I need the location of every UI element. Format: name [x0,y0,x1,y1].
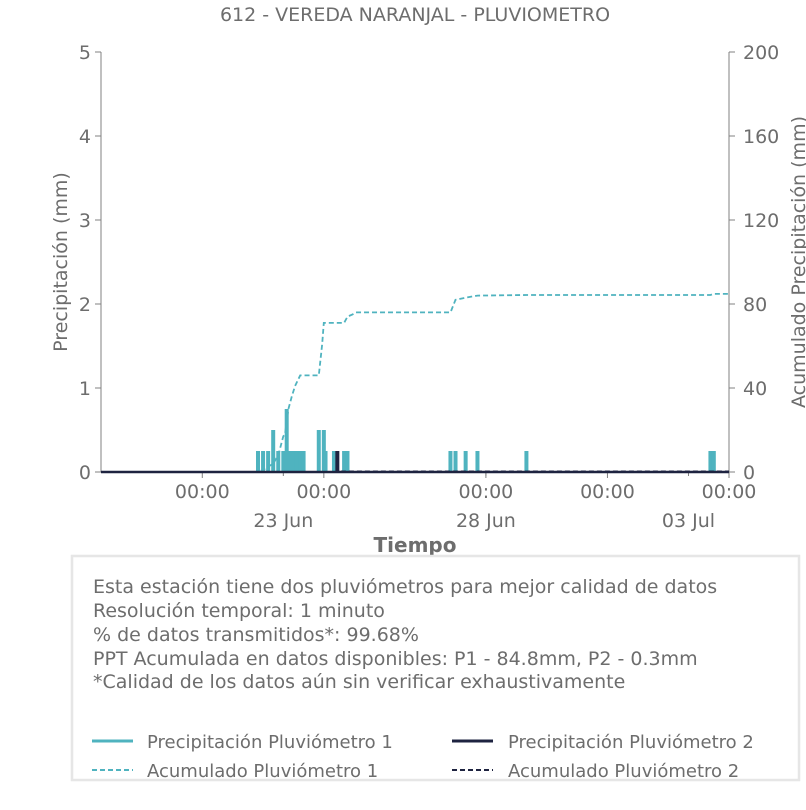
precip-bar [331,451,336,472]
cumulative-line [101,292,729,473]
x-tick-label: 00:00 [296,481,351,503]
precip-bar [301,451,306,472]
precip-bar [298,451,303,472]
info-legend-box [70,554,801,782]
precip-bar [281,451,286,472]
legend-label: Precipitación Pluviómetro 1 [147,732,393,753]
precip-bar [524,451,529,472]
y-tick-label: 5 [79,42,91,64]
x-tick-label: 00:00 [702,481,757,503]
precip-bar [266,451,271,472]
plot-area: 0 1 2 3 4 5 0 40 80 120 160 200 00:00 00:00 00:00 00:00… [79,42,779,532]
right-axis-label: Acumulado Precipitación (mm) [788,116,806,408]
left-axis-label: Precipitación (mm) [50,172,72,352]
legend: Precipitación Pluviómetro 1 Precipitació… [92,732,754,782]
y2-tick-label: 120 [743,210,779,232]
x-axis-label: Tiempo [374,533,457,557]
precip-bar [463,451,468,472]
info-line: Resolución temporal: 1 minuto [93,600,385,622]
x-tick-label: 00:00 [175,481,230,503]
info-line: % de datos transmitidos*: 99.68% [93,624,419,646]
y2-tick-label: 0 [743,462,755,484]
precip-bar [448,451,453,472]
precip-bar [271,430,276,472]
y-tick-label: 2 [79,294,91,316]
y-tick-label: 4 [79,126,91,148]
precip-bar [284,409,289,472]
precip-bar [453,451,458,472]
info-line: PPT Acumulada en datos disponibles: P1 -… [93,648,698,670]
x-date-label: 03 Jul [662,510,715,532]
chart-title: 612 - VEREDA NARANJAL - PLUVIOMETRO [220,4,610,26]
precip-bar [256,451,260,472]
info-line: Esta estación tiene dos pluviómetros par… [93,576,717,598]
y2-tick-label: 160 [743,126,779,148]
precip-bar [323,451,328,472]
info-text: Esta estación tiene dos pluviómetros par… [93,576,717,693]
x-tick-label: 00:00 [459,481,514,503]
y-tick-label: 0 [79,462,91,484]
precip-bar [276,451,281,472]
precip-bar [335,451,340,472]
x-date-label: 23 Jun [253,510,313,532]
precip-bar [342,451,347,472]
precip-bar [261,451,266,472]
precip-bar [711,451,716,472]
y-tick-label: 1 [79,378,91,400]
precip-bar [475,451,480,472]
precip-bar [708,451,713,472]
x-tick-label: 00:00 [580,481,635,503]
precip-bar [288,451,293,472]
y2-tick-label: 200 [743,42,779,64]
precip-bar [291,451,296,472]
legend-label: Acumulado Pluviómetro 2 [508,761,739,782]
precip-bar [345,451,350,472]
legend-label: Precipitación Pluviómetro 2 [508,732,754,753]
legend-label: Acumulado Pluviómetro 1 [147,761,378,782]
y2-tick-label: 80 [743,294,767,316]
precip-bar [316,430,321,472]
precip-bar [294,451,299,472]
y2-tick-label: 40 [743,378,767,400]
x-date-label: 28 Jun [456,510,516,532]
y-tick-label: 3 [79,210,91,232]
info-line: *Calidad de los datos aún sin verificar … [93,671,625,693]
